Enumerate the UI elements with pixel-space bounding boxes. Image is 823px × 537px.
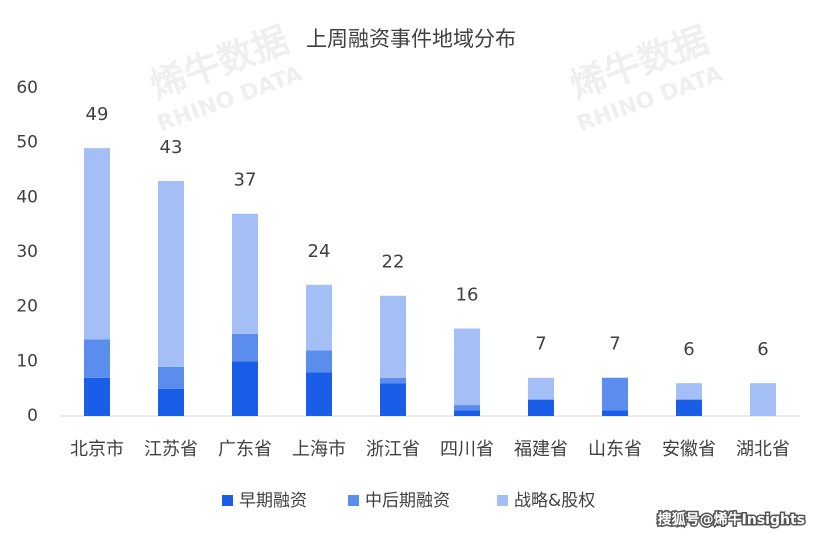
total-label: 16 xyxy=(456,285,479,306)
x-tick-label: 四川省 xyxy=(440,439,494,460)
bar-segment xyxy=(306,372,332,416)
bar-segment xyxy=(232,334,258,362)
bar-segment xyxy=(454,328,480,406)
x-tick-label: 广东省 xyxy=(218,439,272,460)
x-tick-label: 江苏省 xyxy=(144,439,198,460)
total-label: 7 xyxy=(609,334,620,355)
bar-segment xyxy=(158,388,184,416)
bar-segment xyxy=(380,377,406,384)
x-tick-label: 福建省 xyxy=(514,439,568,460)
bar-segment xyxy=(602,410,628,416)
x-tick-label: 浙江省 xyxy=(366,439,420,460)
y-tick-label: 40 xyxy=(16,187,38,207)
bar-segment xyxy=(380,383,406,416)
total-label: 43 xyxy=(160,137,183,158)
x-tick-label: 湖北省 xyxy=(736,439,790,460)
legend-label: 早期融资 xyxy=(239,491,307,511)
y-tick-label: 30 xyxy=(16,242,38,262)
bar-segment xyxy=(232,213,258,334)
bar-segment xyxy=(528,377,554,400)
legend-swatch xyxy=(497,495,508,506)
bar-segment xyxy=(750,383,776,416)
total-label: 6 xyxy=(683,339,694,360)
bar-segment xyxy=(232,361,258,416)
bar-segment xyxy=(84,148,110,340)
bar-segment xyxy=(84,339,110,378)
legend-swatch xyxy=(348,495,359,506)
bar-segment xyxy=(158,180,184,367)
y-tick-label: 10 xyxy=(16,351,38,371)
total-label: 6 xyxy=(757,339,768,360)
y-tick-label: 50 xyxy=(16,133,38,153)
y-tick-label: 0 xyxy=(27,406,38,426)
total-label: 49 xyxy=(86,104,109,125)
bar-segment xyxy=(454,405,480,411)
chart-title: 上周融资事件地域分布 xyxy=(306,27,516,51)
source: 搜狐号@烯牛Insights xyxy=(658,511,805,528)
bar-segment xyxy=(84,377,110,416)
bar-segment xyxy=(602,377,628,411)
bar-segment xyxy=(380,295,406,378)
bar-segment xyxy=(676,383,702,400)
total-label: 22 xyxy=(382,252,405,273)
x-tick-label: 上海市 xyxy=(292,439,346,460)
bar-segment xyxy=(676,399,702,416)
bar-segment xyxy=(306,284,332,351)
x-tick-label: 安徽省 xyxy=(662,439,716,460)
bar-segment xyxy=(454,410,480,416)
total-label: 24 xyxy=(308,241,331,262)
y-tick-label: 20 xyxy=(16,297,38,317)
x-tick-label: 山东省 xyxy=(588,439,642,460)
y-tick-label: 60 xyxy=(16,78,38,98)
legend-label: 中后期融资 xyxy=(365,491,450,511)
legend-label: 战略&股权 xyxy=(514,491,595,511)
total-label: 7 xyxy=(535,334,546,355)
total-label: 37 xyxy=(234,170,257,191)
bar-segment xyxy=(306,350,332,373)
legend-swatch xyxy=(222,495,233,506)
bar-segment xyxy=(158,366,184,389)
x-tick-label: 北京市 xyxy=(70,439,124,460)
bar-segment xyxy=(528,399,554,416)
